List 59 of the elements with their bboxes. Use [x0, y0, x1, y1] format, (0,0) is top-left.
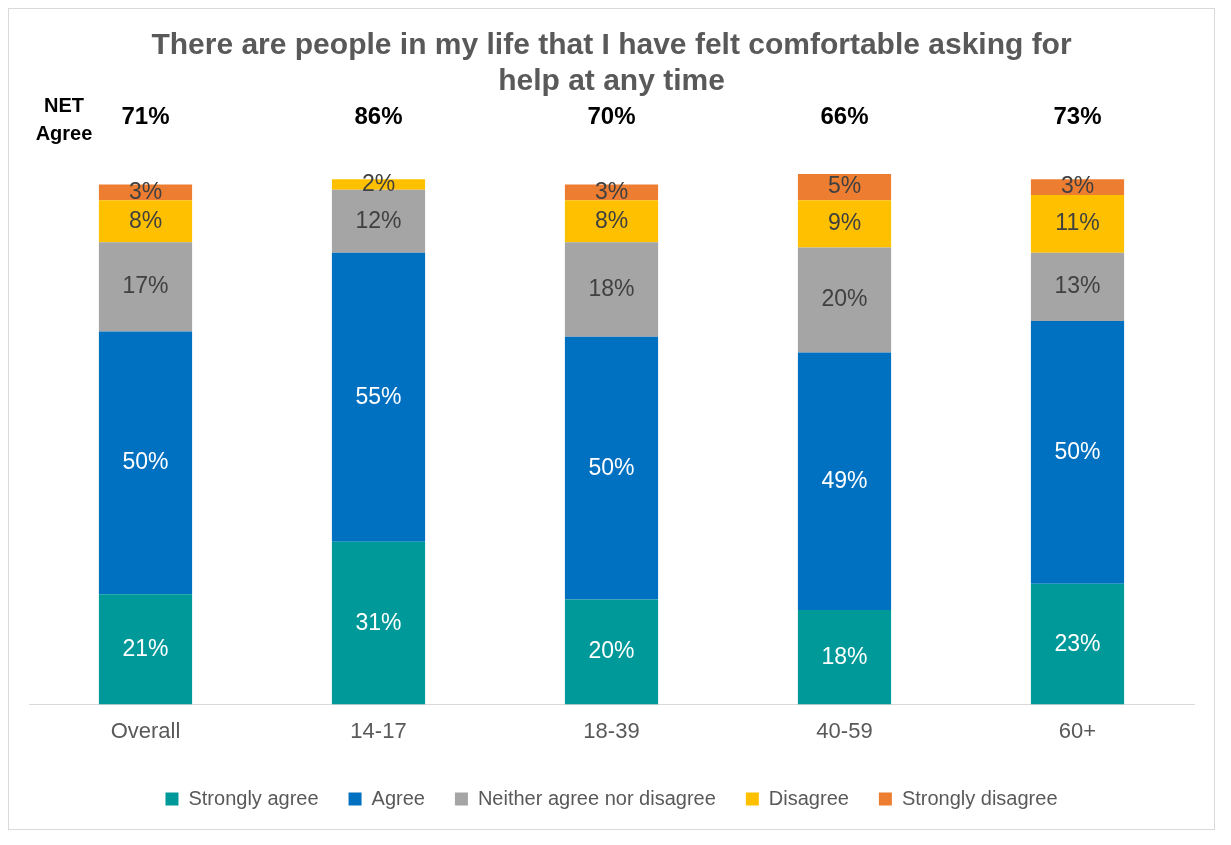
- data-label: 8%: [128, 206, 163, 233]
- data-label: 5%: [827, 172, 862, 199]
- bar: [1030, 252, 1125, 322]
- text: NET Agree: [35, 93, 93, 144]
- data-label: 31%: [355, 608, 402, 635]
- legend-label: Strongly agree: [188, 786, 319, 809]
- bar: [98, 242, 193, 332]
- bar: [98, 200, 193, 243]
- bar: [1030, 321, 1125, 584]
- bar: [1030, 583, 1125, 705]
- data-label: 50%: [122, 448, 169, 475]
- x-tick-label: 40-59: [816, 717, 873, 743]
- bar: [331, 541, 426, 705]
- data-label: 55%: [355, 382, 402, 409]
- data-label: 50%: [1054, 437, 1101, 464]
- bar: [564, 242, 659, 337]
- bar: [564, 200, 659, 243]
- data-label: 20%: [821, 285, 868, 312]
- bar: [1030, 195, 1125, 253]
- data-label: 13%: [1054, 272, 1101, 299]
- bar: [797, 610, 892, 705]
- x-tick-label: Overall: [110, 717, 181, 743]
- chart-title: There are people in my life that I have felt comfortable asking for help at any time: [151, 27, 1072, 97]
- bar: [98, 331, 193, 595]
- bar: [797, 352, 892, 611]
- data-label: 23%: [1054, 629, 1101, 656]
- data-label: 3%: [594, 177, 629, 204]
- bar: [797, 247, 892, 353]
- bar: [98, 594, 193, 705]
- bar: [564, 599, 659, 705]
- data-label: 8%: [594, 206, 629, 233]
- x-tick-label: 60+: [1058, 717, 1097, 743]
- data-label: 20%: [588, 637, 635, 664]
- data-label: 3%: [128, 177, 163, 204]
- legend-label: Neither agree nor disagree: [477, 786, 716, 809]
- bar: [331, 252, 426, 542]
- data-label: 17%: [122, 272, 169, 299]
- data-label: 49%: [821, 466, 868, 493]
- legend-label: Strongly disagree: [901, 786, 1058, 809]
- data-label: 50%: [588, 453, 635, 480]
- data-label: 21%: [122, 634, 169, 661]
- data-label: 18%: [821, 642, 868, 669]
- data-label: 18%: [588, 274, 635, 301]
- data-label: 9%: [827, 209, 862, 236]
- text: 66%: [820, 101, 869, 129]
- text: 86%: [354, 101, 403, 129]
- legend-label: Disagree: [768, 786, 849, 809]
- text: 71%: [121, 101, 170, 129]
- legend-label: Agree: [371, 786, 425, 809]
- bar: [331, 189, 426, 253]
- data-label: 11%: [1055, 209, 1100, 236]
- bar: [564, 336, 659, 600]
- text: 70%: [587, 101, 636, 129]
- data-label: 12%: [355, 206, 402, 233]
- bar: [797, 200, 892, 248]
- x-tick-label: 14-17: [350, 717, 407, 743]
- x-tick-label: 18-39: [583, 717, 640, 743]
- data-label: 3%: [1060, 172, 1095, 199]
- text: 73%: [1053, 101, 1102, 129]
